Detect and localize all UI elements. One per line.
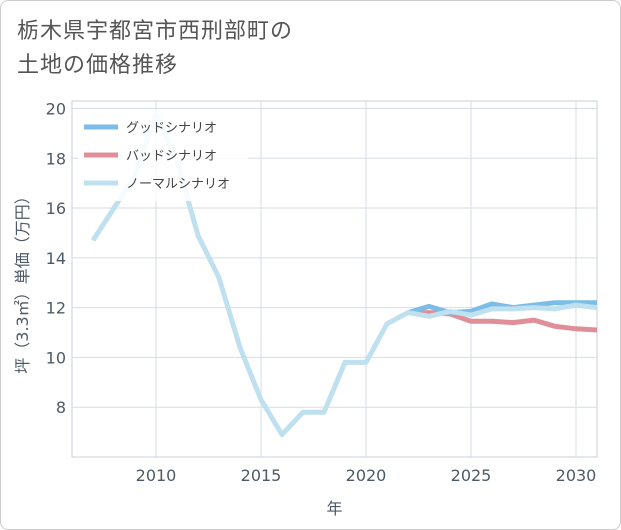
y-tick-label: 14 bbox=[46, 249, 66, 268]
x-tick-label: 2010 bbox=[136, 466, 177, 485]
series-line-0 bbox=[407, 300, 597, 316]
y-tick-label: 10 bbox=[46, 348, 66, 367]
y-tick-label: 18 bbox=[46, 149, 66, 168]
x-tick-label: 2030 bbox=[556, 466, 597, 485]
chart-title-line-2: 土地の価格推移 bbox=[17, 53, 179, 78]
x-axis-title: 年 bbox=[326, 499, 342, 518]
y-tick-label: 16 bbox=[46, 199, 66, 218]
tick-labels: 2010 2015 2020 2025 2030 8 10 12 14 16 18 20 bbox=[46, 99, 597, 485]
y-tick-label: 12 bbox=[46, 299, 66, 318]
chart-title-line-1: 栃木県宇都宮市西刑部町の bbox=[17, 19, 294, 44]
legend-label: ノーマルシナリオ bbox=[126, 177, 230, 192]
legend-label: バッドシナリオ bbox=[126, 149, 217, 164]
x-tick-label: 2015 bbox=[241, 466, 282, 485]
y-axis-title: 坪（3.3㎡）単価（万円） bbox=[13, 188, 32, 373]
legend-label: グッドシナリオ bbox=[126, 121, 217, 136]
y-tick-label: 20 bbox=[46, 99, 66, 118]
chart-title: 栃木県宇都宮市西刑部町の 土地の価格推移 bbox=[17, 15, 293, 83]
x-tick-label: 2020 bbox=[346, 466, 387, 485]
y-tick-label: 8 bbox=[56, 398, 66, 417]
x-tick-label: 2025 bbox=[451, 466, 492, 485]
